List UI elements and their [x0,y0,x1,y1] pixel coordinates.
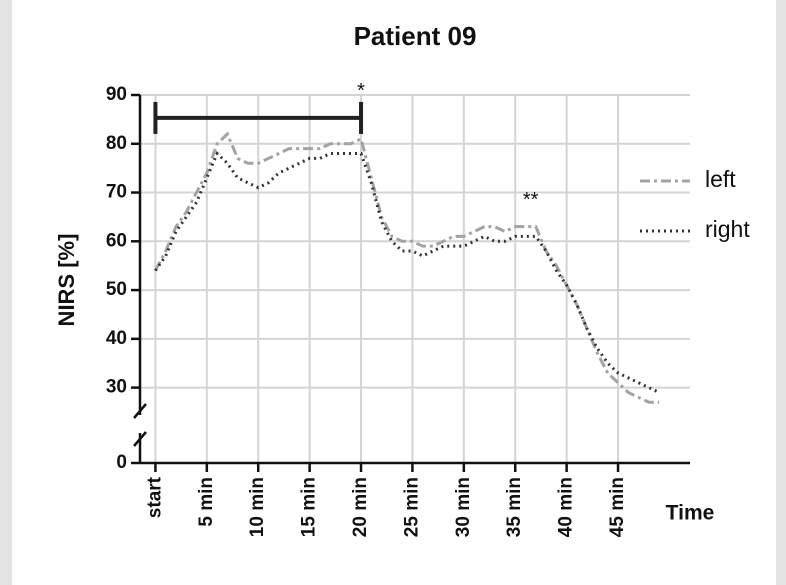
axis-break [133,403,147,419]
x-tick-label: 25 min [401,477,422,537]
y-tick-label: 0 [116,452,127,473]
y-tick-label: 40 [106,328,127,349]
x-tick-label: 35 min [504,477,525,537]
x-tick-label: 45 min [607,477,628,537]
y-tick-label: 30 [106,377,127,398]
x-tick-label: start [144,476,165,518]
x-tick-label: 40 min [556,477,577,537]
y-tick-label: 80 [106,133,127,154]
y-tick-label: 50 [106,279,127,300]
legend-label: right [705,216,750,242]
axis-break [133,431,147,447]
x-tick-label: 10 min [247,477,268,537]
chart-title: Patient 09 [354,21,477,51]
x-tick-label: 30 min [453,477,474,537]
y-tick-label: 90 [106,84,127,105]
axis-break-gap [136,415,144,433]
x-tick-label: 20 min [350,477,371,537]
annotation: ** [523,189,539,211]
x-tick-label: 15 min [299,477,320,537]
y-axis-label: NIRS [%] [54,234,79,327]
annotation: * [357,80,365,102]
series-line [154,150,660,394]
x-tick-label: 5 min [196,477,217,527]
y-tick-label: 60 [106,230,127,251]
y-tick-label: 70 [106,182,127,203]
x-axis-label: Time [666,502,715,525]
legend-label: left [705,166,736,192]
